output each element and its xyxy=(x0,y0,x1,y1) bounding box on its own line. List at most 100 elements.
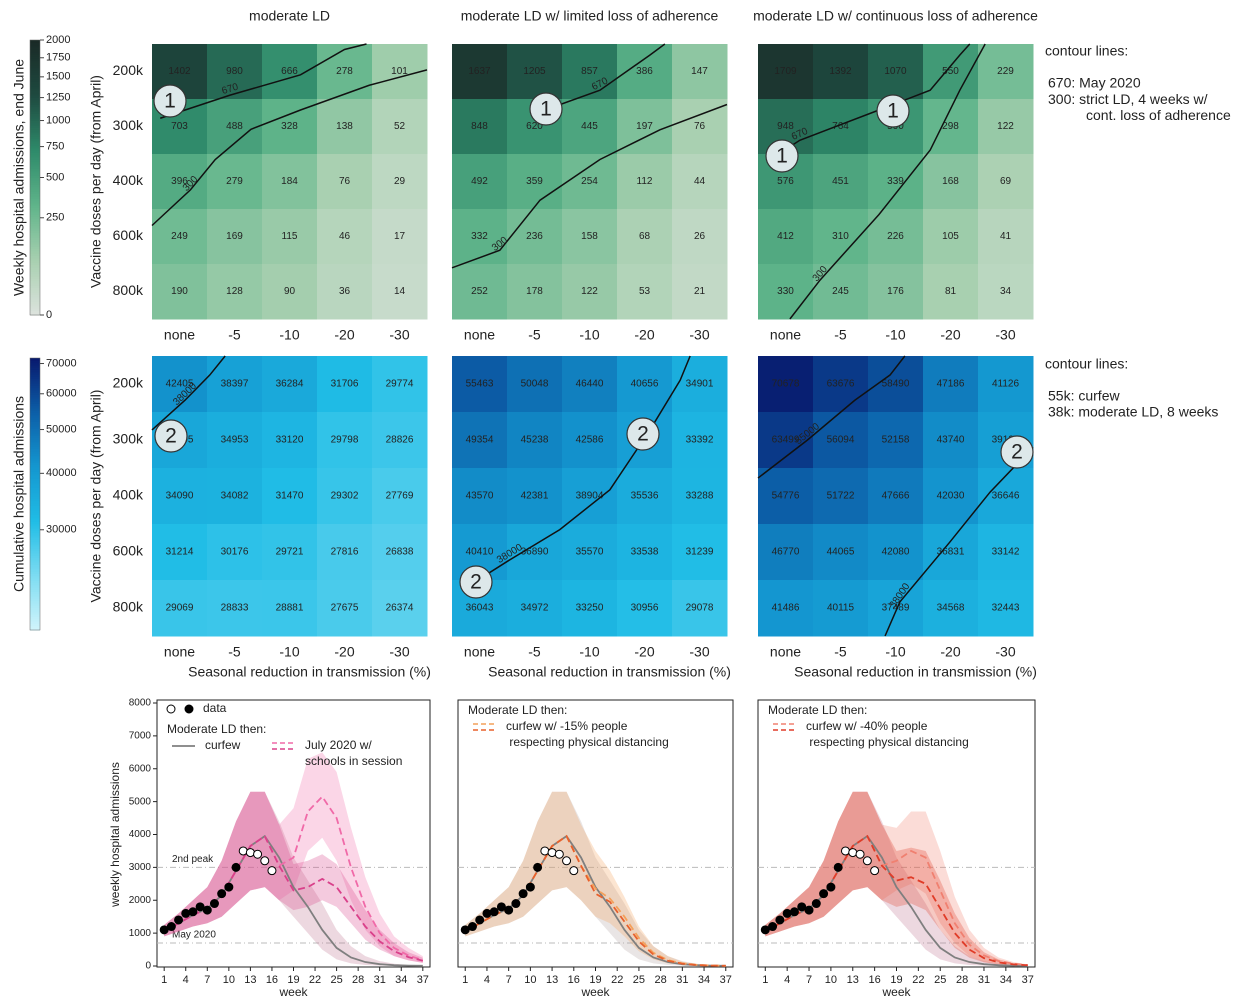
colorbar-slice xyxy=(30,584,40,588)
data-point xyxy=(504,905,514,915)
x-tick-label: -5 xyxy=(528,327,541,343)
cell-value: 197 xyxy=(636,121,653,132)
cell-value: 56094 xyxy=(827,435,855,446)
x-tick-label: 34 xyxy=(1000,974,1012,986)
data-point xyxy=(540,846,550,856)
x-tick-label: 22 xyxy=(912,974,924,986)
y-tick-label: 4000 xyxy=(129,829,152,840)
data-point xyxy=(848,848,858,858)
colorbar-slice xyxy=(30,108,40,112)
marker-circle xyxy=(626,417,660,451)
colorbar-slice xyxy=(30,92,40,96)
cell-value: 236 xyxy=(526,231,543,242)
colorbar-slice xyxy=(30,543,40,547)
data-point xyxy=(482,908,492,918)
colorbar-slice xyxy=(30,175,40,179)
heatmap-cell xyxy=(758,468,814,525)
data-point xyxy=(202,905,212,915)
y-axis-label: Vaccine doses per day (from April) xyxy=(88,390,104,603)
colorbar-slice xyxy=(30,571,40,574)
cell-value: 1205 xyxy=(523,66,546,77)
heatmap-cell xyxy=(813,524,869,581)
cell-value: 29774 xyxy=(386,379,414,390)
colorbar-tick-label: 0 xyxy=(46,309,52,321)
x-tick-label: -30 xyxy=(995,644,1015,660)
colorbar-slice xyxy=(30,207,40,211)
colorbar-slice xyxy=(30,200,40,204)
x-tick-label: 10 xyxy=(524,974,536,986)
colorbar-slice xyxy=(30,482,40,486)
x-tick-label: 28 xyxy=(655,974,667,986)
x-tick-label: 10 xyxy=(223,974,235,986)
cell-value: 40410 xyxy=(466,547,494,558)
colorbar-slice xyxy=(30,428,40,432)
data-point xyxy=(181,908,191,918)
y-tick-label: 3000 xyxy=(129,862,152,873)
colorbar-slice xyxy=(30,88,40,92)
colorbar-slice xyxy=(30,405,40,409)
heatmap-cell xyxy=(507,468,563,525)
colorbar-slice xyxy=(30,580,40,583)
cell-value: 29302 xyxy=(331,491,359,502)
notes-line: 55k: curfew xyxy=(1048,388,1120,404)
x-tick-label: 13 xyxy=(546,974,558,986)
cell-value: 112 xyxy=(637,176,653,187)
cell-value: 47186 xyxy=(937,379,965,390)
colorbar-slice xyxy=(30,308,40,312)
colorbar-tick-label: 500 xyxy=(46,171,64,183)
cell-value: 310 xyxy=(832,231,849,242)
heatmap-cell xyxy=(372,580,428,637)
colorbar-slice xyxy=(30,602,40,606)
heatmap-cell xyxy=(758,524,814,581)
cell-value: 40656 xyxy=(631,379,659,390)
data-point xyxy=(188,907,198,917)
x-tick-label: 28 xyxy=(352,974,364,986)
heatmap-cell xyxy=(672,524,728,581)
colorbar-slice xyxy=(30,627,40,631)
data-point xyxy=(511,899,521,909)
colorbar-slice xyxy=(30,450,40,454)
colorbar-slice xyxy=(30,412,40,416)
colorbar-slice xyxy=(30,586,40,590)
heatmap-cell xyxy=(507,154,563,210)
heatmap-cell xyxy=(317,468,373,525)
cell-value: 249 xyxy=(171,231,188,242)
cell-value: 1709 xyxy=(774,66,797,77)
colorbar-slice xyxy=(30,371,40,375)
colorbar-slice xyxy=(30,310,40,314)
confidence-band xyxy=(765,791,1028,966)
colorbar-slice xyxy=(30,596,40,599)
heatmap-cell xyxy=(868,264,924,320)
x-tick-label: 4 xyxy=(484,974,490,986)
colorbar-slice xyxy=(30,564,40,568)
y-axis-label: weekly hospital admissions xyxy=(108,762,122,908)
reference-label: 2nd peak xyxy=(172,854,214,865)
cell-value: 27816 xyxy=(331,547,359,558)
colorbar-slice xyxy=(30,124,40,128)
cell-value: 339 xyxy=(887,176,904,187)
cell-value: 128 xyxy=(226,286,243,297)
colorbar-slice xyxy=(30,541,40,545)
heatmap-cell xyxy=(978,264,1034,320)
y-tick-label: 600k xyxy=(113,227,144,243)
heatmap-cell xyxy=(978,154,1034,210)
cell-value: 37489 xyxy=(882,603,910,614)
cell-value: 396 xyxy=(171,176,188,187)
data-point xyxy=(231,862,241,872)
heatmap-cell xyxy=(562,580,618,637)
heatmap-cell xyxy=(452,264,508,320)
notes-title: contour lines: xyxy=(1045,356,1128,372)
colorbar-slice xyxy=(30,401,40,404)
x-tick-label: 4 xyxy=(183,974,189,986)
heatmap-cell xyxy=(372,524,428,581)
cell-value: 101 xyxy=(391,66,408,77)
x-tick-label: none xyxy=(770,327,801,343)
cell-value: 27675 xyxy=(331,603,359,614)
x-tick-label: -5 xyxy=(228,644,241,660)
cell-value: 52158 xyxy=(882,435,910,446)
cell-value: 36 xyxy=(339,286,351,297)
colorbar-slice xyxy=(30,289,40,293)
marker-circle xyxy=(1000,435,1034,469)
colorbar-slice xyxy=(30,618,40,622)
heatmap-cell xyxy=(672,209,728,265)
